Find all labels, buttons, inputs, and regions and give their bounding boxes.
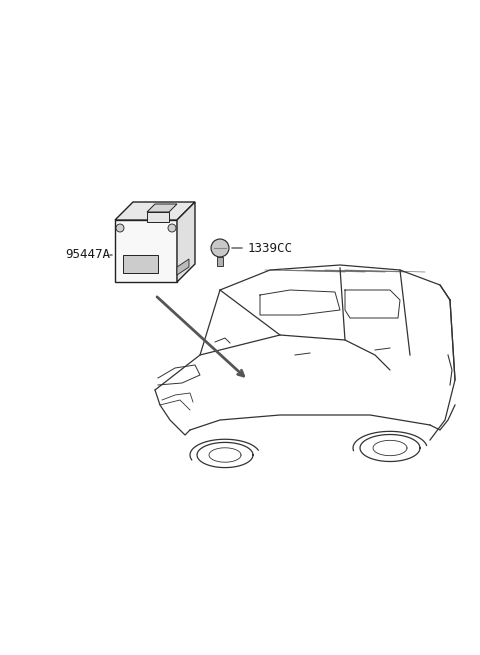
Polygon shape bbox=[217, 257, 223, 266]
Circle shape bbox=[116, 224, 124, 232]
Polygon shape bbox=[177, 202, 195, 282]
Circle shape bbox=[168, 224, 176, 232]
Polygon shape bbox=[147, 212, 169, 222]
Polygon shape bbox=[147, 204, 177, 212]
Polygon shape bbox=[115, 202, 195, 220]
Text: 95447A: 95447A bbox=[65, 248, 110, 261]
Text: 1339CC: 1339CC bbox=[248, 242, 293, 255]
Polygon shape bbox=[115, 220, 177, 282]
Polygon shape bbox=[177, 259, 189, 275]
Polygon shape bbox=[123, 255, 158, 273]
Circle shape bbox=[211, 239, 229, 257]
